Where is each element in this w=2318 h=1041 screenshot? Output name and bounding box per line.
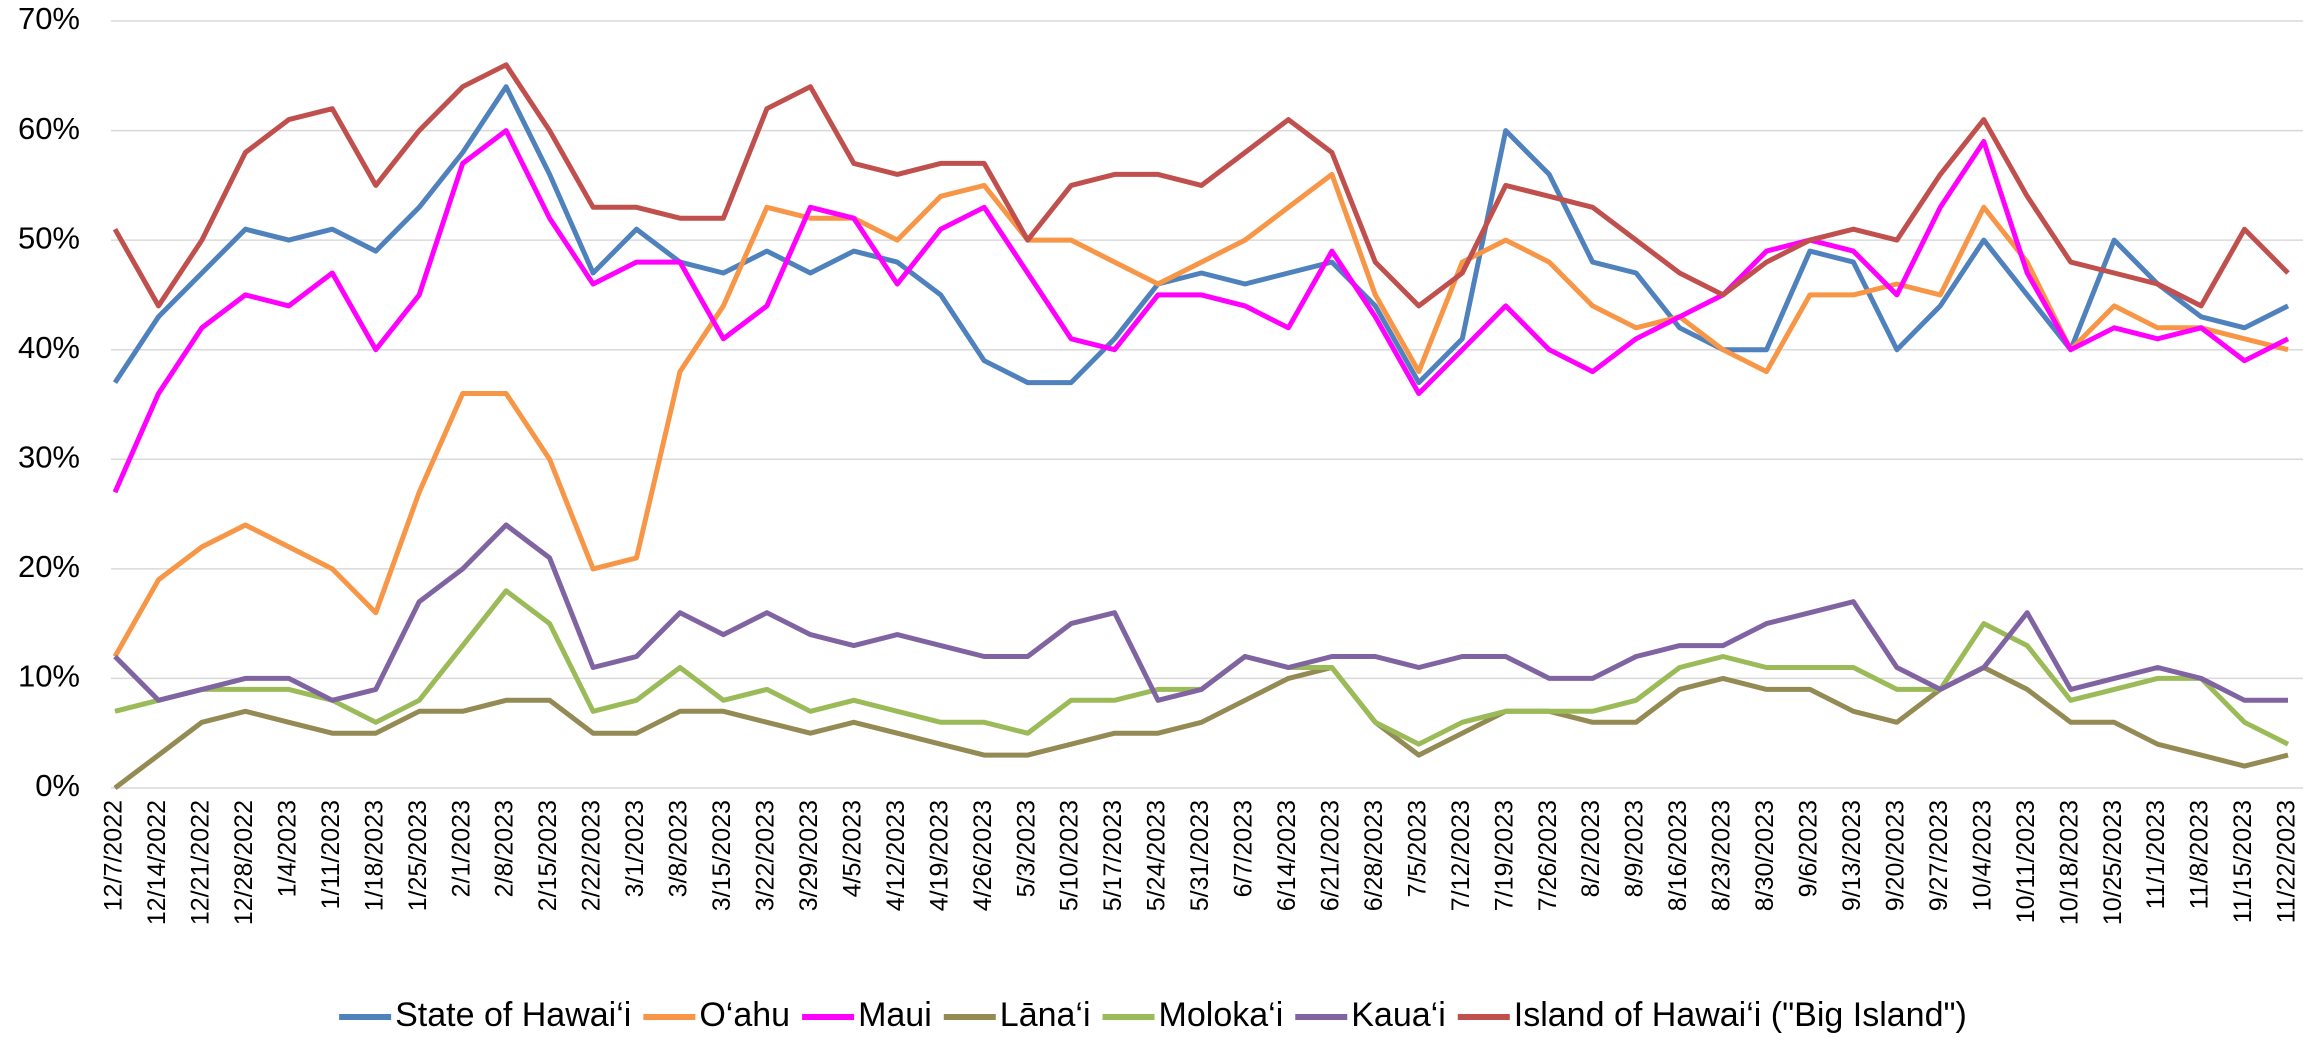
series-line	[112, 84, 2290, 386]
x-tick-label: 10/18/2023	[2055, 800, 2083, 925]
x-tick-label: 9/13/2023	[1838, 800, 1866, 911]
x-tick-label: 3/29/2023	[795, 800, 823, 911]
y-tick-label: 70%	[18, 1, 80, 36]
legend-label: Kaua‘i	[1351, 996, 1446, 1034]
x-tick-label: 7/12/2023	[1447, 800, 1475, 911]
y-tick-label: 60%	[18, 111, 80, 146]
x-tick-label: 12/21/2022	[187, 800, 215, 925]
x-tick-label: 8/9/2023	[1621, 800, 1649, 897]
x-tick-label: 10/25/2023	[2099, 800, 2127, 925]
x-tick-label: 2/15/2023	[534, 800, 562, 911]
legend-label: O‘ahu	[699, 996, 790, 1034]
series-line	[113, 665, 2289, 790]
x-tick-label: 6/7/2023	[1230, 800, 1258, 897]
x-tick-label: 5/3/2023	[1012, 800, 1040, 897]
x-tick-label: 3/8/2023	[665, 800, 693, 897]
x-tick-label: 11/22/2023	[2273, 800, 2301, 923]
x-tick-label: 8/2/2023	[1577, 800, 1605, 897]
x-tick-label: 11/15/2023	[2229, 800, 2257, 923]
legend-label: Moloka‘i	[1159, 996, 1284, 1034]
x-tick-label: 5/24/2023	[1143, 800, 1171, 911]
x-tick-label: 7/26/2023	[1534, 800, 1562, 911]
x-tick-label: 12/14/2022	[143, 800, 171, 925]
y-tick-label: 10%	[18, 659, 80, 694]
series-line	[112, 62, 2290, 309]
x-tick-label: 6/14/2023	[1273, 800, 1301, 911]
x-tick-label: 4/12/2023	[882, 800, 910, 911]
series-line	[113, 522, 2288, 703]
legend-label: State of Hawai‘i	[395, 996, 631, 1034]
legend-label: Island of Hawai‘i ("Big Island")	[1514, 996, 1967, 1034]
x-tick-label: 1/18/2023	[360, 800, 388, 911]
x-tick-label: 10/11/2023	[2012, 800, 2040, 923]
x-tick-label: 4/19/2023	[925, 800, 953, 911]
x-tick-label: 9/6/2023	[1795, 800, 1823, 897]
series-line	[112, 128, 2290, 494]
y-tick-label: 20%	[18, 549, 80, 584]
x-tick-label: 8/23/2023	[1708, 800, 1736, 911]
x-tick-label: 7/19/2023	[1490, 800, 1518, 911]
legend-label: Lāna‘i	[1000, 996, 1091, 1034]
x-tick-label: 5/31/2023	[1186, 800, 1214, 911]
y-tick-label: 30%	[18, 439, 80, 474]
x-tick-label: 2/8/2023	[491, 800, 519, 897]
x-tick-label: 8/16/2023	[1664, 800, 1692, 911]
y-tick-label: 40%	[18, 330, 80, 365]
x-tick-label: 2/22/2023	[578, 800, 606, 911]
x-tick-label: 2/1/2023	[447, 800, 475, 897]
x-tick-label: 3/22/2023	[752, 800, 780, 911]
x-tick-label: 1/25/2023	[404, 800, 432, 911]
x-tick-label: 5/17/2023	[1099, 800, 1127, 911]
series-line	[112, 171, 2289, 658]
x-tick-label: 6/28/2023	[1360, 800, 1388, 911]
x-tick-label: 11/8/2023	[2186, 800, 2214, 909]
x-tick-label: 8/30/2023	[1751, 800, 1779, 911]
y-tick-label: 0%	[35, 768, 80, 803]
x-tick-label: 9/27/2023	[1925, 800, 1953, 911]
x-tick-label: 6/21/2023	[1316, 800, 1344, 911]
x-tick-label: 3/15/2023	[708, 800, 736, 911]
x-tick-label: 9/20/2023	[1881, 800, 1909, 911]
x-tick-label: 11/1/2023	[2142, 800, 2170, 909]
x-tick-label: 5/10/2023	[1056, 800, 1084, 911]
x-tick-label: 7/5/2023	[1403, 800, 1431, 897]
x-tick-label: 3/1/2023	[621, 800, 649, 897]
x-tick-label: 10/4/2023	[1968, 800, 1996, 911]
x-tick-label: 1/4/2023	[273, 800, 301, 897]
y-tick-label: 50%	[18, 220, 80, 255]
x-tick-label: 4/5/2023	[838, 800, 866, 897]
x-tick-label: 12/28/2022	[230, 800, 258, 925]
legend-label: Maui	[858, 996, 932, 1034]
x-tick-label: 1/11/2023	[317, 800, 345, 909]
x-tick-label: 4/26/2023	[969, 800, 997, 911]
x-tick-label: 12/7/2022	[100, 800, 128, 911]
